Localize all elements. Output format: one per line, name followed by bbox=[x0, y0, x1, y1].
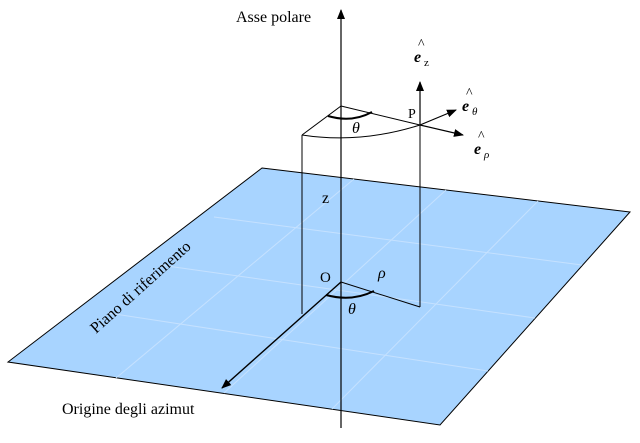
unit-vector-theta-arrow bbox=[419, 109, 457, 126]
svg-text:e: e bbox=[414, 49, 421, 66]
bottom-angle-label: θ bbox=[348, 301, 356, 318]
unit-vector-theta-label: ^ e θ bbox=[462, 86, 478, 118]
top-sector-left bbox=[301, 105, 342, 136]
azimuth-origin-label: Origine degli azimut bbox=[62, 401, 195, 418]
svg-text:^: ^ bbox=[478, 129, 485, 144]
unit-vector-z-label: ^ e z bbox=[414, 37, 429, 69]
height-label: z bbox=[322, 190, 329, 207]
svg-text:e: e bbox=[474, 141, 481, 158]
polar-axis-label: Asse polare bbox=[236, 9, 311, 26]
top-angle-arc bbox=[327, 111, 373, 120]
unit-vector-rho-arrow bbox=[419, 124, 464, 137]
top-sector-right bbox=[340, 105, 421, 126]
bottom-angle-arc bbox=[325, 290, 375, 299]
top-angle-label: θ bbox=[352, 120, 360, 137]
unit-vector-rho-label: ^ e ρ bbox=[474, 129, 489, 161]
reference-plane bbox=[6, 167, 632, 426]
svg-text:θ: θ bbox=[472, 106, 478, 118]
plane-grid bbox=[107, 178, 583, 410]
point-label: P bbox=[408, 107, 416, 122]
svg-text:z: z bbox=[424, 57, 429, 69]
radius-label: ρ bbox=[377, 265, 386, 282]
svg-text:^: ^ bbox=[418, 37, 425, 52]
azimuth-origin-arrow bbox=[221, 281, 342, 389]
origin-label: O bbox=[320, 270, 331, 286]
rho-line bbox=[340, 281, 421, 308]
svg-text:ρ: ρ bbox=[483, 149, 489, 161]
svg-text:^: ^ bbox=[466, 86, 473, 101]
svg-text:e: e bbox=[462, 98, 469, 115]
top-sector-arc bbox=[301, 124, 421, 139]
